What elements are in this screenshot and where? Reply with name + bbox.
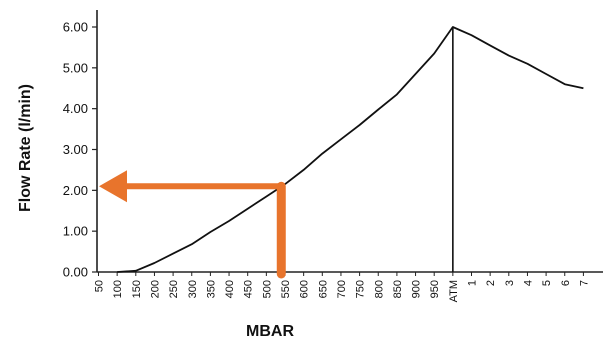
x-tick-label: 6	[560, 280, 572, 286]
y-tick-label: 4.00	[63, 101, 88, 116]
x-axis-title: MBAR	[246, 323, 294, 340]
x-tick-label: 850	[392, 280, 404, 298]
x-tick-label: 3	[504, 280, 516, 286]
y-tick-label: 2.00	[63, 183, 88, 198]
x-tick-label: 550	[280, 280, 292, 298]
x-tick-label: 400	[224, 280, 236, 298]
x-tick-label: 150	[131, 280, 143, 298]
x-tick-label: 100	[112, 280, 124, 298]
x-tick-label: 800	[373, 280, 385, 298]
x-tick-label: 750	[355, 280, 367, 298]
x-tick-label: 1	[467, 280, 479, 286]
x-tick-label: 300	[187, 280, 199, 298]
x-tick-label: 350	[205, 280, 217, 298]
x-tick-label: 700	[336, 280, 348, 298]
x-tick-label: 4	[522, 280, 534, 286]
x-tick-label: ATM	[448, 280, 460, 302]
y-tick-label: 3.00	[63, 142, 88, 157]
x-tick-label: 450	[243, 280, 255, 298]
x-tick-label: 900	[411, 280, 423, 298]
x-tick-label: 650	[317, 280, 329, 298]
y-tick-label: 6.00	[63, 20, 88, 35]
y-tick-label: 1.00	[63, 224, 88, 239]
y-tick-label: 0.00	[63, 265, 88, 280]
x-tick-label: 2	[485, 280, 497, 286]
y-tick-label: 5.00	[63, 60, 88, 75]
x-tick-label: 200	[149, 280, 161, 298]
y-axis-title: Flow Rate (l/min)	[17, 84, 34, 212]
x-tick-label: 950	[429, 280, 441, 298]
x-tick-label: 50	[94, 280, 106, 292]
x-tick-label: 250	[168, 280, 180, 298]
x-tick-label: 500	[261, 280, 273, 298]
x-tick-label: 600	[299, 280, 311, 298]
orange-arrow-head	[99, 170, 127, 203]
flow-rate-series-line	[117, 26, 584, 273]
x-tick-label: 5	[541, 280, 553, 286]
x-tick-label: 7	[578, 280, 590, 286]
